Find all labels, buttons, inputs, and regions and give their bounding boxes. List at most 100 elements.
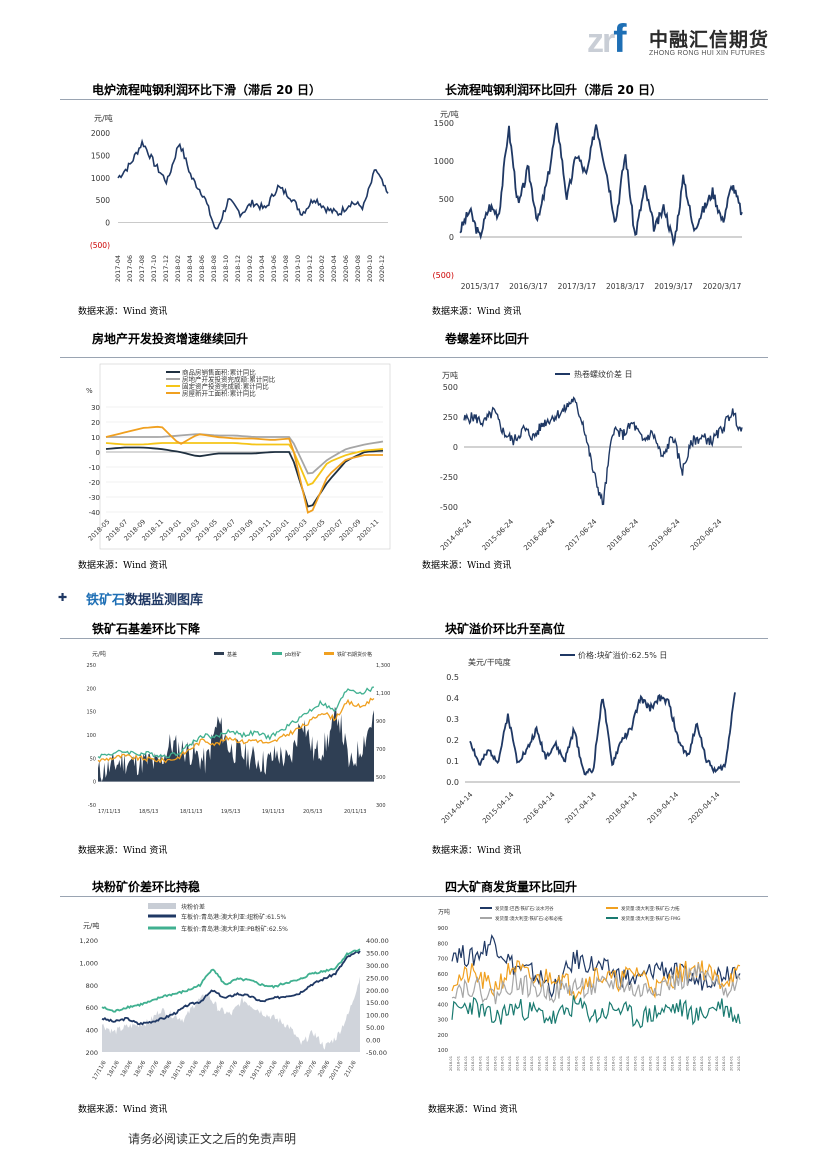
x-tick-label: 2020-04-14 [687, 790, 722, 825]
x-tick-label: 2019-06 [270, 255, 278, 282]
y-axis-unit: 万吨 [438, 908, 450, 916]
y2-tick-label: 350.00 [366, 949, 389, 957]
y-tick-label: -30 [89, 494, 100, 502]
y-tick-label: 1,000 [79, 959, 98, 967]
x-tick-label: 2018-04 [186, 255, 194, 282]
y2-tick-label: 0.00 [366, 1037, 380, 1045]
x-tick-label: 2017-06 [126, 255, 134, 282]
x-tick-label: 2018-04-14 [605, 790, 640, 825]
x-tick-label: 2018-01 [626, 1056, 630, 1071]
series-line [451, 960, 741, 1001]
y-tick-label: 0.0 [446, 778, 459, 787]
x-tick-label: 19/5/13 [221, 809, 240, 815]
y-tick-label: 0 [449, 233, 454, 242]
x-tick-label: 2018-01 [486, 1056, 490, 1071]
x-tick-label: 2018-01 [597, 1056, 601, 1071]
x-tick-label: 2019-02 [246, 255, 254, 282]
y2-tick-label: 700 [376, 747, 386, 753]
x-tick-label: 2020-08 [354, 255, 362, 282]
x-tick-label: 2018-08 [210, 255, 218, 282]
x-tick-label: 2020-04 [330, 255, 338, 282]
x-tick-label: 2018-01 [515, 1056, 519, 1071]
y-tick-label: 300 [438, 1018, 449, 1024]
x-tick-label: 2018-01 [501, 1056, 505, 1071]
x-tick-label: 2016-06-24 [522, 517, 557, 552]
x-tick-label: 2018-01 [634, 1056, 638, 1071]
x-tick-label: 2017-08 [138, 255, 146, 282]
x-tick-label: 2017-10 [150, 255, 158, 282]
legend-label: 车板价:青岛港:澳大利亚:纽粉矿:61.5% [181, 913, 286, 921]
x-tick-label: 2018-01 [671, 1056, 675, 1071]
legend-label: 热卷螺纹价差 日 [574, 369, 633, 379]
x-tick-label: 2018-06 [198, 255, 206, 282]
series-line [97, 686, 375, 759]
y-tick-label: 200 [86, 1049, 98, 1057]
x-tick-label: 2018-01 [449, 1056, 453, 1071]
y-tick-label: -50 [88, 803, 96, 809]
chart-title: 电炉流程吨钢利润环比下滑（滞后 20 日） [92, 83, 322, 97]
y-axis-unit: 万吨 [442, 370, 458, 380]
legend-label: 房屋新开工面积:累计同比 [182, 389, 256, 398]
x-tick-label: 2018-01 [648, 1056, 652, 1071]
data-source: 数据来源：Wind 资讯 [432, 307, 522, 317]
x-tick-label: 2015-04-14 [481, 790, 516, 825]
x-tick-label: 2018-01 [560, 1056, 564, 1071]
data-source: 数据来源：Wind 资讯 [78, 307, 168, 317]
y-tick-label: 100 [438, 1048, 449, 1054]
y-tick-label: 10 [91, 434, 100, 442]
y-tick-label: 0.2 [446, 736, 459, 745]
y2-tick-label: 300.00 [366, 962, 389, 970]
series-line [105, 425, 383, 514]
chart-electric-furnace-profit: 元/吨 2000 1500 1000 500 0 (500) 2017-04 2017-06 20… [90, 113, 389, 282]
chart-iron-ore-basis: 基差 pb粉矿 铁矿石期货价格元/吨250200150100500-501,3001… [86, 650, 390, 815]
series-line [463, 396, 743, 506]
y2-tick-label: 100.00 [366, 1012, 389, 1020]
y-axis-unit: 元/吨 [440, 109, 459, 119]
y-tick-label: 50 [90, 756, 96, 762]
legend-swatch [324, 652, 334, 655]
legend-label: 价格:块矿溢价:62.5% 日 [578, 650, 667, 660]
x-tick-label: 2017-04-14 [563, 790, 598, 825]
x-tick-label: 2019-06-24 [647, 517, 682, 552]
y-tick-label: 100 [86, 733, 96, 739]
chart-four-miners-shipments: 发货量:巴西:铁矿石:淡水河谷 发货量:澳大利亚:铁矿石:力拓发货量:澳大利亚:铁… [438, 905, 742, 1071]
logo-name-en: ZHONG RONG HUI XIN FUTURES [649, 50, 766, 57]
series-line [451, 995, 741, 1029]
x-tick-label: 2018-01 [715, 1056, 719, 1071]
y-tick-label: 2000 [91, 129, 110, 138]
legend-swatch [214, 652, 224, 655]
y-tick-label: 700 [438, 957, 449, 963]
section-title: 铁矿石数据监测图库 [86, 593, 204, 608]
y2-tick-label: 400.00 [366, 937, 389, 945]
series-line [469, 692, 736, 776]
x-tick-label: 2020-10 [366, 255, 374, 282]
x-tick-label: 2018-01 [508, 1056, 512, 1071]
x-tick-label: 2019-08 [282, 255, 290, 282]
x-tick-label: 2018-01 [456, 1056, 460, 1071]
legend-label: 固定资产投资完成额:累计同比 [182, 382, 269, 391]
chart-title: 块矿溢价环比升至高位 [445, 622, 566, 636]
x-tick-label: 2018-01 [552, 1056, 556, 1071]
x-tick-label: 2017-06-24 [564, 517, 599, 552]
x-tick-label: 2018-01 [567, 1056, 571, 1071]
x-tick-label: 2018-01 [471, 1056, 475, 1071]
x-tick-label: 2018-01 [523, 1056, 527, 1071]
x-tick-label: 2018-01 [589, 1056, 593, 1071]
x-tick-label: 2018-01 [707, 1056, 711, 1071]
x-tick-label: 2020-02 [318, 255, 326, 282]
y2-tick-label: 900 [376, 719, 386, 725]
y-tick-label: 200 [438, 1033, 449, 1039]
chart-lump-premium: 美元/干吨度 价格:块矿溢价:62.5% 日 0.5 0.4 0.3 0.2 0.1 0.0 2… [440, 650, 740, 825]
legend-label: 发货量:澳大利亚:铁矿石:FMG [621, 915, 681, 922]
x-tick-label: 21/1/6 [344, 1060, 358, 1079]
series-line [101, 950, 361, 1026]
y-tick-label: -250 [440, 473, 458, 482]
y-tick-label: 800 [438, 941, 449, 947]
x-tick-label: 2018-01 [530, 1056, 534, 1071]
legend-swatch [148, 903, 176, 909]
data-source: 数据来源：Wind 资讯 [78, 1105, 168, 1115]
x-tick-label: 2018-01 [737, 1056, 741, 1071]
y-tick-label: 400 [86, 1027, 98, 1035]
x-tick-label: 2018-01 [685, 1056, 689, 1071]
